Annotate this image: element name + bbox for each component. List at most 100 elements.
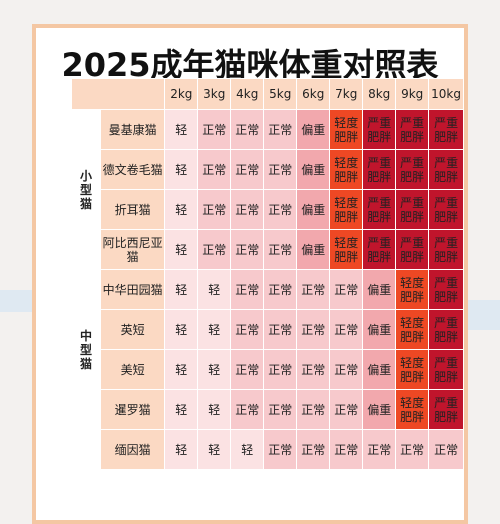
column-header: 4kg: [230, 78, 265, 110]
breed-name: 缅因猫: [100, 429, 166, 470]
weight-status-cell: 轻: [164, 269, 199, 310]
weight-status-cell: 偏重: [296, 109, 331, 150]
table-row: 美短轻轻正常 正常 正常 正常 偏重 轻度 肥胖 严重 肥胖: [72, 349, 464, 390]
weight-status-cell: 正常: [296, 309, 331, 350]
header-row: 2kg 3kg 4kg 5kg 6kg 7kg 8kg 9kg 10kg: [70, 78, 464, 110]
weight-status-cell: 轻: [164, 189, 199, 230]
table-row: 小型猫曼基康猫轻正常 正常 正常 偏重 轻度 肥胖 严重 肥胖 严重 肥胖 严重 肥胖: [70, 109, 464, 270]
weight-status-cell: 轻: [164, 389, 199, 430]
weight-status-cell: 严重 肥胖: [395, 149, 430, 190]
weight-status-cell: 严重 肥胖: [362, 229, 397, 270]
weight-status-cell: 正常: [263, 309, 298, 350]
weight-status-cell: 正常: [263, 149, 298, 190]
table-row: 中型猫中华田园猫轻轻正常 正常 正常 正常 偏重 轻度 肥胖 严重 肥胖: [70, 269, 464, 430]
weight-chart-card: 2025成年猫咪体重对照表 2kg 3kg 4kg 5kg 6kg 7kg 8kg 9kg 10…: [32, 24, 468, 524]
weight-status-cell: 正常: [395, 429, 430, 470]
weight-status-cell: 严重 肥胖: [428, 309, 464, 350]
weight-status-cell: 正常: [230, 309, 265, 350]
column-header: 10kg: [428, 78, 464, 110]
weight-status-cell: 严重 肥胖: [428, 389, 464, 430]
weight-status-cell: 轻: [164, 429, 199, 470]
weight-status-cell: 严重 肥胖: [362, 149, 397, 190]
weight-status-cell: 轻: [164, 149, 199, 190]
weight-status-cell: 轻: [164, 109, 199, 150]
weight-status-cell: 严重 肥胖: [428, 109, 464, 150]
table-row: 折耳猫轻正常 正常 正常 偏重 轻度 肥胖 严重 肥胖 严重 肥胖 严重 肥胖: [72, 189, 464, 230]
weight-status-cell: 轻度 肥胖: [329, 149, 364, 190]
weight-status-cell: 严重 肥胖: [395, 229, 430, 270]
weight-status-cell: 偏重: [296, 189, 331, 230]
weight-status-cell: 严重 肥胖: [362, 189, 397, 230]
weight-status-cell: 轻: [164, 309, 199, 350]
weight-status-cell: 正常: [197, 149, 232, 190]
weight-status-cell: 正常: [230, 189, 265, 230]
weight-status-cell: 正常: [263, 229, 298, 270]
weight-status-cell: 正常: [362, 429, 397, 470]
table-row: 阿比西尼亚猫轻正常 正常 正常 偏重 轻度 肥胖 严重 肥胖 严重 肥胖 严重 肥胖: [72, 229, 464, 270]
weight-status-cell: 正常: [230, 349, 265, 390]
weight-status-cell: 轻: [164, 229, 199, 270]
weight-status-cell: 正常: [329, 309, 364, 350]
weight-status-cell: 偏重: [362, 269, 397, 310]
weight-status-cell: 轻: [164, 349, 199, 390]
weight-status-cell: 偏重: [362, 309, 397, 350]
weight-status-cell: 轻: [197, 309, 232, 350]
weight-status-cell: 严重 肥胖: [395, 109, 430, 150]
weight-status-cell: 轻度 肥胖: [329, 109, 364, 150]
weight-status-cell: 正常: [428, 429, 464, 470]
weight-status-cell: 偏重: [362, 389, 397, 430]
breed-name: 曼基康猫: [100, 109, 166, 150]
weight-status-cell: 正常: [230, 389, 265, 430]
weight-status-cell: 正常: [329, 429, 364, 470]
weight-status-cell: 正常: [263, 429, 298, 470]
weight-status-cell: 轻: [197, 269, 232, 310]
corner-cell: [70, 78, 166, 110]
weight-status-cell: 正常: [296, 349, 331, 390]
weight-status-cell: 正常: [296, 429, 331, 470]
group-label: [70, 429, 102, 470]
weight-status-cell: 严重 肥胖: [395, 189, 430, 230]
weight-status-cell: 正常: [230, 109, 265, 150]
weight-status-cell: 严重 肥胖: [362, 109, 397, 150]
background-stripe-left: [0, 290, 32, 312]
weight-status-cell: 正常: [230, 269, 265, 310]
weight-status-cell: 正常: [329, 349, 364, 390]
column-header: 7kg: [329, 78, 364, 110]
table-row: 德文卷毛猫轻正常 正常 正常 偏重 轻度 肥胖 严重 肥胖 严重 肥胖 严重 肥胖: [72, 149, 464, 190]
weight-status-cell: 轻度 肥胖: [395, 349, 430, 390]
weight-status-cell: 正常: [197, 189, 232, 230]
breed-name: 英短: [100, 309, 166, 350]
weight-status-cell: 正常: [296, 389, 331, 430]
weight-status-cell: 正常: [329, 269, 364, 310]
weight-status-cell: 严重 肥胖: [428, 349, 464, 390]
weight-status-cell: 轻: [197, 349, 232, 390]
column-header: 2kg: [164, 78, 199, 110]
group-label: 中型猫: [70, 269, 102, 430]
breed-name: 阿比西尼亚猫: [100, 229, 166, 270]
weight-status-cell: 偏重: [362, 349, 397, 390]
breed-name: 中华田园猫: [100, 269, 166, 310]
group-label: 小型猫: [70, 109, 102, 270]
weight-status-cell: 偏重: [296, 149, 331, 190]
weight-status-cell: 轻: [230, 429, 265, 470]
column-header: 3kg: [197, 78, 232, 110]
weight-status-cell: 轻度 肥胖: [395, 269, 430, 310]
background-stripe-right: [468, 300, 500, 330]
column-header: 5kg: [263, 78, 298, 110]
weight-status-cell: 严重 肥胖: [428, 269, 464, 310]
weight-status-cell: 轻: [197, 389, 232, 430]
weight-status-cell: 正常: [263, 189, 298, 230]
breed-name: 美短: [100, 349, 166, 390]
column-header: 9kg: [395, 78, 430, 110]
weight-status-cell: 正常: [263, 349, 298, 390]
weight-status-cell: 正常: [230, 229, 265, 270]
table-row: 英短轻轻正常 正常 正常 正常 偏重 轻度 肥胖 严重 肥胖: [72, 309, 464, 350]
weight-status-cell: 正常: [263, 109, 298, 150]
weight-table: 2kg 3kg 4kg 5kg 6kg 7kg 8kg 9kg 10kg 小型猫曼基康猫轻正常 正常…: [70, 78, 464, 470]
weight-status-cell: 轻度 肥胖: [329, 189, 364, 230]
weight-status-cell: 严重 肥胖: [428, 229, 464, 270]
weight-status-cell: 正常: [296, 269, 331, 310]
weight-status-cell: 轻度 肥胖: [329, 229, 364, 270]
breed-name: 德文卷毛猫: [100, 149, 166, 190]
table-row: 暹罗猫轻轻正常 正常 正常 正常 偏重 轻度 肥胖 严重 肥胖: [72, 389, 464, 430]
